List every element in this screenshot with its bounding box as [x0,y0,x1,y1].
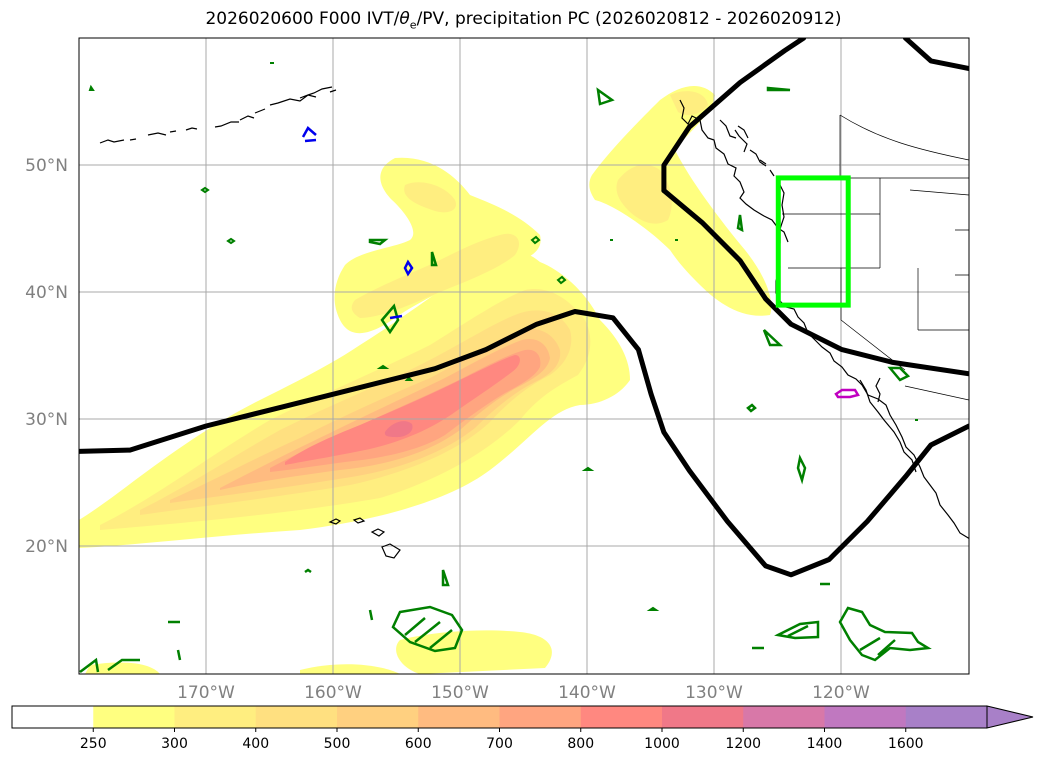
ivt-level-1000 [384,421,413,438]
baja-peninsula [859,377,917,473]
colorbar-label-1000: 1000 [644,736,680,752]
pv-contour-small-7 [441,569,450,587]
pv-contour-ca [762,329,784,347]
pv-contour-magenta [834,388,860,399]
canadian-islands [737,125,775,177]
hawaii-islands [328,517,401,559]
colorbar-label-700: 700 [486,736,513,752]
theta-e-contours [79,38,969,578]
ivt-level-250-coast [589,85,772,316]
pv-contours [79,62,932,673]
lat-labels: 50°N 40°N 30°N 20°N [25,156,68,557]
ivt-level-300-north [351,233,520,318]
lon-label-130: 130°W [685,683,743,703]
colorbar-segment-0 [12,706,94,728]
lon-labels: 170°W 160°W 150°W 140°W 130°W 120°W [177,683,870,703]
pv-contour-east-south [838,606,932,662]
colorbar [11,705,1034,729]
figure-title: 2026020600 F000 IVT/θe/PV, precipitation… [0,9,1047,31]
pv-contour-small-8 [79,657,140,673]
lon-label-170: 170°W [177,683,235,703]
map-frame [78,37,970,675]
theta-e-contour-4 [902,38,969,71]
lon-label-160: 160°W [304,683,362,703]
target-region-box [775,175,851,308]
pv-contour-pacific [380,303,400,335]
pv-contour-small-4 [368,238,389,246]
colorbar-segment-11 [905,706,988,728]
colorbar-segment-7 [580,706,663,728]
theta-e-contour-2 [661,38,807,194]
lat-label-20: 20°N [25,537,68,557]
ivt-level-250-south [396,630,552,674]
colorbar-labels: 250 300 400 500 600 700 800 1000 1200 1400 1600 [80,728,924,752]
colorbar-segment-9 [743,706,825,728]
pv-contour-east-mid [774,620,820,640]
colorbar-label-250: 250 [80,736,107,752]
aleutian-islands [99,86,337,144]
grid [79,38,969,674]
colorbar-segment-8 [662,706,744,728]
nv-ca-border [840,268,906,371]
pv-contour-small-1 [596,87,615,106]
ivt-level-250-se [300,664,400,674]
pv-contour-baja [887,366,911,382]
colorbar-segment-6 [499,706,582,728]
colorbar-label-1600: 1600 [888,736,924,752]
title-theta: θ [399,9,410,29]
colorbar-segment-4 [337,706,419,728]
colorbar-label-600: 600 [405,736,432,752]
colorbar-extend-arrow [986,705,1034,729]
pv-contours-other [301,126,860,399]
pv-contour-small-2 [766,86,791,92]
colorbar-label-1200: 1200 [725,736,761,752]
colorbar-label-1400: 1400 [807,736,843,752]
colorbar-segment-10 [824,706,907,728]
lon-label-120: 120°W [812,683,870,703]
ivt-level-300-nw [404,182,456,213]
colorbar-segment-1 [93,706,175,728]
pv-contour-hawaii-south [391,605,464,653]
ivt-level-800 [285,355,520,465]
colorbar-label-800: 800 [567,736,594,752]
colorbar-segment-2 [174,706,257,728]
alaska-coast [679,99,789,243]
title-subscript: e [409,18,417,32]
lat-label-30: 30°N [25,410,68,430]
ivt-level-250-sw [85,662,160,674]
ivt-level-300-coast [616,164,672,224]
colorbar-segment-5 [418,706,500,728]
colorbar-label-400: 400 [242,736,269,752]
pv-contour-small-3 [736,214,744,233]
lat-label-50: 50°N [25,156,68,176]
theta-e-contour-3 [661,188,969,377]
map-area [79,38,969,674]
colorbar-label-300: 300 [161,736,188,752]
title-prefix: 2026020600 F000 IVT/ [205,9,400,29]
mexico-border [904,385,969,401]
pv-contour-blob-1 [88,62,918,611]
theta-e-contour-1 [79,309,969,578]
ivt-shading [79,85,772,674]
pv-contour-small-5 [430,251,438,267]
colorbar-segment-3 [255,706,338,728]
ivt-level-300-coast-north [670,91,708,116]
canada-provinces [839,114,969,276]
lon-label-150: 150°W [431,683,489,703]
colorbar-label-500: 500 [324,736,351,752]
pv-contour-small-6 [796,454,807,485]
pv-contour-blue-1 [301,126,317,143]
pv-contour-small-9 [168,403,830,661]
pv-contour-blue-2 [389,259,414,320]
lon-label-140: 140°W [558,683,616,703]
lat-label-40: 40°N [25,283,68,303]
title-suffix: /PV, precipitation PC (2026020812 - 2026… [416,9,842,29]
